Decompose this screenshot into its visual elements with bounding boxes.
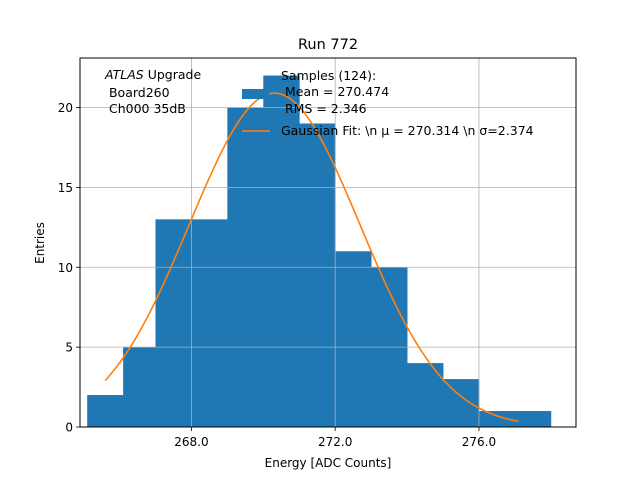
histogram-bar-5 xyxy=(299,123,336,428)
y-tick-label-2: 10 xyxy=(58,261,73,275)
annotation-line-3: Ch000 35dB xyxy=(105,101,186,116)
legend-label-samples: Samples (124): xyxy=(281,68,376,83)
x-tick-label-2: 276.0 xyxy=(462,435,496,449)
plot-frame xyxy=(79,57,577,428)
annotation-atlas: ATLAS xyxy=(104,67,144,82)
x-tick-label-1: 272.0 xyxy=(318,435,352,449)
x-axis-label: Energy [ADC Counts] xyxy=(265,456,392,470)
x-axis-ticks: 268.0 272.0 276.0 xyxy=(174,427,496,449)
legend: Samples (124): Mean = 270.474 RMS = 2.34… xyxy=(242,68,534,138)
legend-swatch-histogram xyxy=(242,89,269,99)
y-tick-label-1: 5 xyxy=(65,341,73,355)
annotation-line-2: Board260 xyxy=(105,85,170,100)
histogram-bar-6 xyxy=(335,251,372,427)
histogram-bar-9 xyxy=(443,379,480,427)
y-tick-label-0: 0 xyxy=(65,421,73,435)
annotation-line-1: ATLAS Upgrade xyxy=(104,67,201,82)
y-tick-label-4: 20 xyxy=(58,101,73,115)
histogram-bar-0 xyxy=(87,395,124,427)
histogram-bar-4 xyxy=(263,75,300,427)
atlas-annotation: ATLAS Upgrade Board260 Ch000 35dB xyxy=(104,67,201,116)
y-axis-label: Entries xyxy=(33,222,47,264)
y-tick-label-3: 15 xyxy=(58,181,73,195)
histogram-bar-1 xyxy=(123,347,156,427)
x-tick-label-0: 268.0 xyxy=(174,435,208,449)
legend-label-rms: RMS = 2.346 xyxy=(281,101,367,116)
y-axis-ticks: 0 5 10 15 20 xyxy=(58,101,80,435)
annotation-upgrade: Upgrade xyxy=(144,67,202,82)
histogram-bars xyxy=(87,75,552,428)
chart-title: Run 772 xyxy=(298,37,358,53)
legend-label-fit: Gaussian Fit: \n μ = 270.314 \n σ=2.374 xyxy=(281,123,534,138)
legend-label-mean: Mean = 270.474 xyxy=(281,84,389,99)
gaussian-fit-curve xyxy=(104,92,519,423)
